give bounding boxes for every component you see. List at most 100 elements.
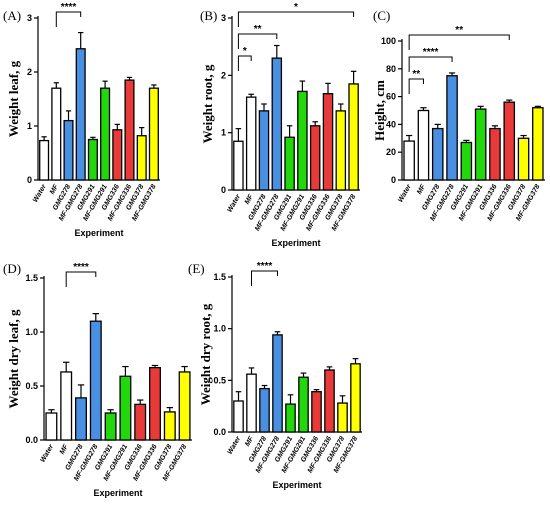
bar-water (45, 412, 58, 441)
bar-gmg291 (285, 403, 296, 433)
panel-label: (D) (3, 261, 21, 276)
y-tick-label: 0.5 (25, 381, 38, 391)
significance-bracket (55, 11, 82, 27)
y-tick-label: 80 (386, 64, 396, 74)
bar-mf (245, 96, 257, 191)
significance-label: * (294, 2, 298, 13)
bar-mf-gmg291 (119, 375, 132, 441)
x-axis-label: Experiment (74, 228, 123, 238)
bar-mf (417, 109, 430, 181)
bar-mf-gmg291 (100, 87, 111, 181)
significance-label: **** (61, 2, 77, 13)
bar-mf-gmg336 (124, 79, 135, 181)
x-tick-label: MF (416, 183, 427, 196)
y-tick-label: 3 (221, 13, 226, 23)
bar-mf-gmg291 (298, 376, 309, 433)
x-axis-label: Experiment (272, 480, 321, 490)
y-tick-label: 0 (27, 175, 32, 185)
x-tick-label: Water (226, 192, 242, 213)
bar-water (39, 139, 50, 181)
y-tick-label: 1 (27, 121, 32, 131)
bar-gmg378 (163, 411, 176, 441)
x-tick-label: MF (244, 193, 255, 206)
x-axis-label: Experiment (271, 238, 320, 248)
bar-mf-gmg378 (350, 363, 361, 433)
y-tick-label: 2 (221, 70, 226, 80)
y-tick-label: 2 (27, 67, 32, 77)
significance-bracket (251, 270, 278, 286)
significance-label: **** (73, 262, 89, 273)
bar-gmg336 (112, 129, 123, 181)
significance-label: * (243, 46, 247, 57)
y-tick-label: 0.0 (213, 427, 226, 437)
bar-gmg336 (309, 125, 321, 191)
bar-gmg378 (335, 110, 347, 191)
bar-gmg291 (104, 412, 117, 441)
bar-mf-gmg278 (89, 320, 102, 441)
significance-bracket (237, 55, 252, 71)
y-tick-label: 3 (27, 13, 32, 23)
bar-mf (246, 373, 257, 433)
significance-bracket (237, 33, 278, 49)
bar-gmg336 (311, 391, 322, 433)
bar-mf-gmg378 (148, 87, 159, 181)
significance-bracket (408, 56, 453, 72)
bar-mf-gmg336 (324, 369, 335, 433)
panel-label: (A) (3, 8, 21, 23)
y-tick-label: 0.5 (213, 375, 226, 385)
bar-gmg378 (517, 137, 530, 181)
x-tick-label: Water (397, 182, 413, 203)
bar-mf-gmg378 (348, 83, 359, 191)
y-tick-label: 1.0 (25, 327, 38, 337)
x-tick-label: Water (227, 434, 243, 455)
significance-bracket (408, 78, 424, 94)
x-tick-label: Water (32, 182, 48, 203)
y-tick-label: 60 (386, 92, 396, 102)
y-tick-label: 0.0 (25, 435, 38, 445)
y-axis-label: Weight dry leaf, g (6, 309, 21, 408)
y-axis-label: Weight dry root, g (198, 303, 213, 405)
bar-gmg278 (63, 119, 74, 181)
significance-bracket (237, 11, 355, 27)
panel-label: (E) (188, 261, 205, 276)
bar-mf-gmg291 (474, 108, 487, 181)
y-tick-label: 40 (386, 119, 396, 129)
y-axis-label: Weight root, g (200, 64, 215, 143)
bar-mf-gmg378 (532, 107, 544, 181)
x-tick-label: MF (244, 435, 255, 448)
bar-mf (60, 371, 73, 441)
bar-gmg278 (431, 127, 444, 181)
significance-label: ** (455, 25, 463, 36)
bar-mf-gmg336 (503, 101, 516, 181)
x-tick-label: Water (39, 442, 55, 463)
bar-gmg291 (87, 138, 98, 181)
bar-water (233, 400, 244, 433)
y-tick-label: 100 (381, 36, 396, 46)
bar-mf-gmg278 (272, 334, 283, 433)
significance-bracket (65, 271, 97, 287)
y-tick-label: 0 (221, 185, 226, 195)
significance-label: ** (412, 69, 420, 80)
bar-gmg291 (460, 141, 473, 181)
bar-gmg378 (337, 402, 348, 433)
bar-mf (51, 87, 62, 181)
panel-label: (B) (200, 8, 217, 23)
y-axis-label: Weight leaf, g (6, 60, 21, 137)
bar-water (233, 140, 244, 191)
bar-gmg336 (489, 127, 501, 181)
bar-gmg378 (136, 135, 147, 181)
bar-mf-gmg278 (271, 57, 283, 191)
y-axis-label: Height, cm (372, 80, 387, 141)
significance-label: **** (423, 47, 439, 58)
y-tick-label: 1.5 (25, 273, 38, 283)
bar-water (403, 140, 415, 181)
bar-mf-gmg291 (297, 90, 308, 191)
x-tick-label: MF (49, 183, 60, 196)
chart-panel-4: (E) Weight dry root, g 0.0 0.5 1.0 1.5 Water MF… (188, 261, 362, 490)
y-tick-label: 1.5 (213, 272, 226, 282)
bar-mf-gmg336 (149, 366, 161, 441)
chart-panel-3: (D) Weight dry leaf, g 0.0 0.5 1.0 1.5 Water MF… (3, 261, 192, 498)
y-tick-label: 1.0 (213, 324, 226, 334)
